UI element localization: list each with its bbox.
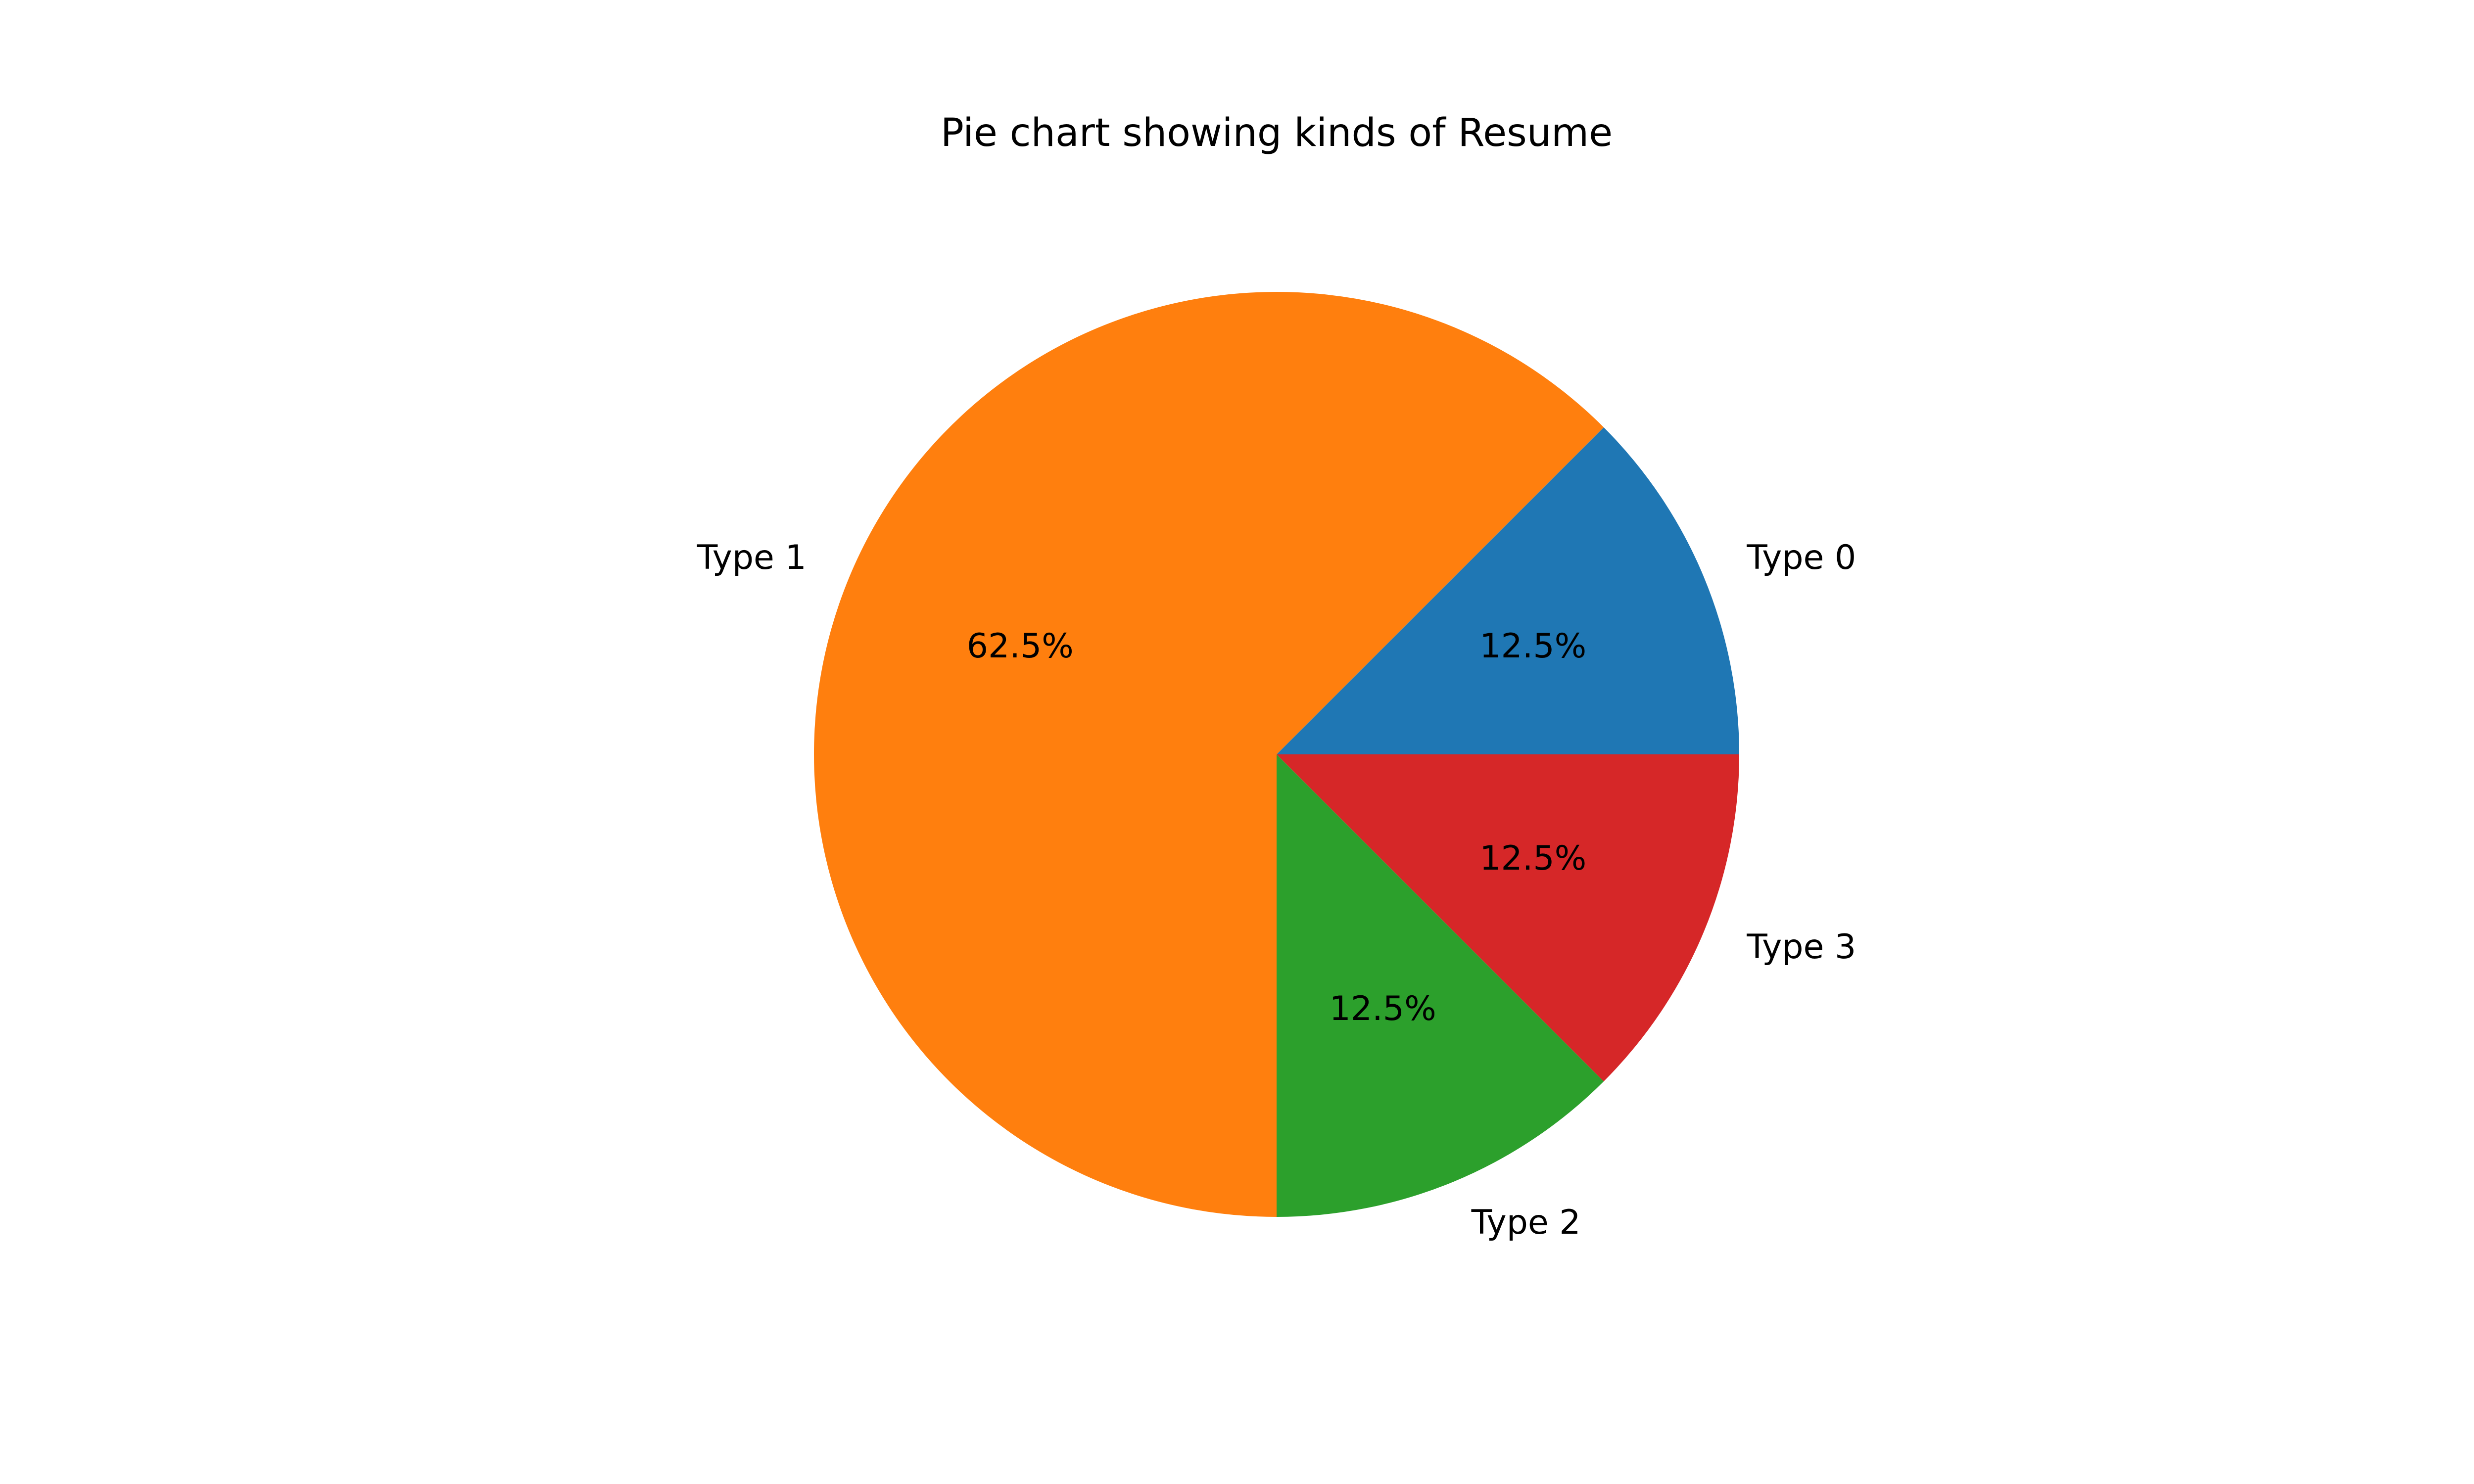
slice-percentage-label: 12.5% — [1479, 839, 1586, 878]
slice-label: Type 0 — [1746, 538, 1856, 577]
slice-percentage-label: 12.5% — [1330, 989, 1436, 1028]
slice-label: Type 1 — [697, 538, 807, 577]
pie-slice-type-2 — [1277, 754, 1604, 1217]
pie-slice-type-1 — [813, 292, 1604, 1217]
slice-percentage-label: 62.5% — [967, 627, 1074, 666]
pie-slices — [813, 292, 1739, 1217]
slice-percentage-label: 12.5% — [1479, 627, 1586, 666]
chart-title: Pie chart showing kinds of Resume — [941, 111, 1613, 155]
pie-slice-type-0 — [1277, 427, 1739, 754]
slice-label: Type 3 — [1746, 928, 1856, 967]
pie-labels: Type 0 12.5% Type 1 62.5% Type 2 12.5% Type 3 1… — [697, 538, 1856, 1242]
pie-slice-type-3 — [1277, 754, 1739, 1082]
slice-label: Type 2 — [1471, 1203, 1581, 1242]
